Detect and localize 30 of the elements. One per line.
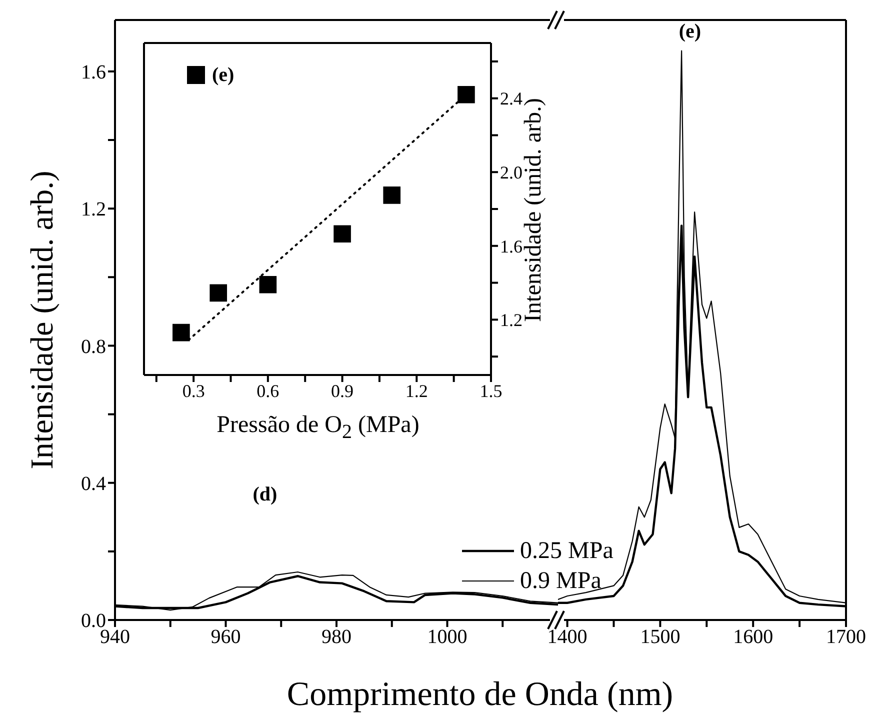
x-tick-label: 1400: [547, 626, 588, 648]
y-axis-title: Intensidade (unid. arb.): [24, 170, 60, 470]
y-tick-label: 1.6: [81, 62, 106, 84]
x-tick-label: 1700: [826, 626, 866, 648]
y-tick-label: 1.6: [500, 236, 522, 256]
x-tick-label: 960: [210, 626, 241, 648]
y-tick-label: 0.8: [81, 336, 106, 358]
y-tick-label: 1.2: [81, 198, 106, 221]
y-tick-label: 2.0: [500, 162, 522, 182]
x-tick-label: 1.5: [480, 380, 502, 401]
legend-label: 0.25 MPa: [520, 538, 614, 564]
annotation: (d): [252, 484, 278, 506]
x-tick-label: 980: [322, 626, 352, 648]
x-tick-label: 1600: [733, 626, 774, 648]
x-tick-label: 940: [100, 626, 130, 648]
y-tick-label: 1.2: [500, 310, 522, 330]
y-tick-label: 0.4: [81, 472, 106, 495]
legend-label: (e): [212, 64, 234, 86]
x-tick-label: 0.3: [182, 380, 205, 401]
x-tick-label: 1500: [640, 626, 680, 648]
x-tick-label: 0.6: [256, 380, 280, 401]
x-tick-label: 0.9: [331, 380, 354, 401]
annotation: (e): [678, 20, 702, 44]
legend-label: 0.9 MPa: [520, 568, 602, 594]
y-tick-label: 2.4: [500, 88, 522, 109]
x-tick-label: 1000: [427, 626, 468, 648]
x-tick-label: 1.2: [405, 380, 428, 401]
x-axis-title: Comprimento de Onda (nm): [286, 676, 674, 714]
y-axis-title: Intensidade (unid. arb.): [520, 98, 548, 322]
x-axis-title: Pressão de O$_{2}$ (MPa): [216, 412, 420, 444]
